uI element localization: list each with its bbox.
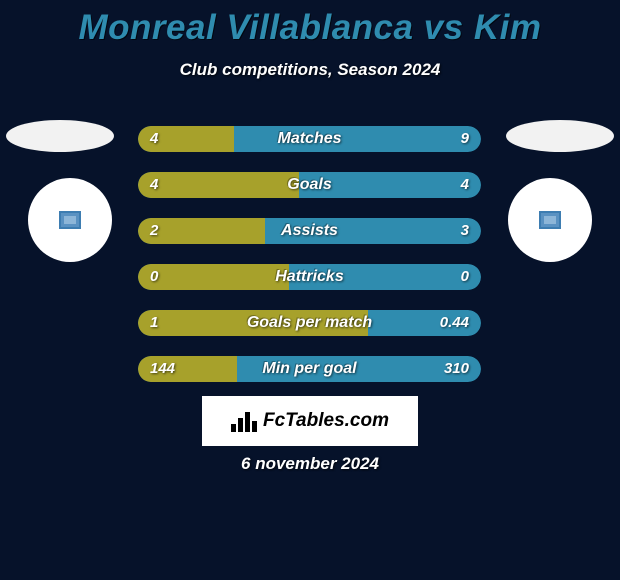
- stat-row: 23Assists: [138, 218, 481, 244]
- comparison-bars: 49Matches 44Goals 23Assists 00Hattricks 10.4…: [138, 126, 481, 402]
- page-title: Monreal Villablanca vs Kim: [0, 0, 620, 48]
- logo-bar: FcTables.com: [202, 396, 418, 446]
- stat-row: 44Goals: [138, 172, 481, 198]
- subtitle: Club competitions, Season 2024: [0, 60, 620, 80]
- stat-row: 00Hattricks: [138, 264, 481, 290]
- flag-right-oval: [506, 120, 614, 152]
- footer-date: 6 november 2024: [0, 454, 620, 474]
- player-right-avatar: [508, 178, 592, 262]
- player-left-avatar: [28, 178, 112, 262]
- stat-row: 49Matches: [138, 126, 481, 152]
- stat-row: 144310Min per goal: [138, 356, 481, 382]
- logo-text: FcTables.com: [263, 410, 389, 432]
- stat-label: Assists: [138, 218, 481, 244]
- flag-left-oval: [6, 120, 114, 152]
- stat-label: Goals: [138, 172, 481, 198]
- placeholder-image-icon: [59, 211, 81, 229]
- stat-row: 10.44Goals per match: [138, 310, 481, 336]
- stat-label: Min per goal: [138, 356, 481, 382]
- stat-label: Goals per match: [138, 310, 481, 336]
- bar-chart-icon: [231, 410, 257, 432]
- stat-label: Matches: [138, 126, 481, 152]
- stat-label: Hattricks: [138, 264, 481, 290]
- placeholder-image-icon: [539, 211, 561, 229]
